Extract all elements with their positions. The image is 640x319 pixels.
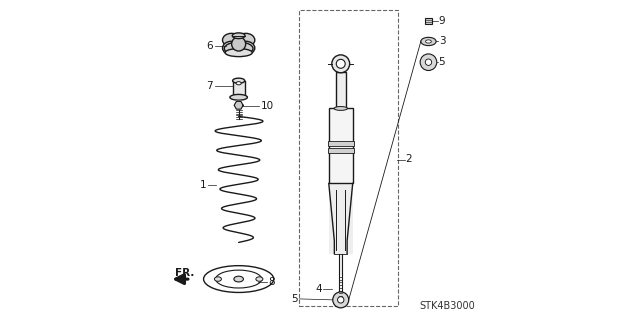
Circle shape [337, 297, 344, 303]
Circle shape [425, 59, 431, 65]
Circle shape [336, 59, 345, 68]
Text: 6: 6 [207, 41, 213, 51]
Circle shape [332, 55, 349, 73]
Text: 8: 8 [268, 277, 275, 287]
Ellipse shape [232, 78, 244, 83]
Ellipse shape [230, 94, 248, 100]
Text: 5: 5 [291, 294, 298, 304]
Ellipse shape [237, 41, 255, 55]
Text: STK4B3000: STK4B3000 [419, 301, 475, 311]
Ellipse shape [236, 82, 241, 85]
Ellipse shape [256, 277, 263, 281]
Bar [335, 72, 346, 108]
Bar [329, 183, 353, 254]
Polygon shape [234, 101, 243, 109]
Bar [339, 254, 342, 274]
Ellipse shape [223, 33, 241, 47]
Bar [328, 141, 354, 146]
Text: FR.: FR. [175, 268, 195, 278]
Ellipse shape [421, 37, 436, 46]
Ellipse shape [225, 48, 252, 57]
Bar [232, 81, 244, 97]
Circle shape [420, 54, 436, 70]
Bar [328, 148, 354, 153]
Ellipse shape [237, 33, 255, 47]
Ellipse shape [214, 277, 221, 281]
Text: 5: 5 [438, 57, 445, 67]
Text: 9: 9 [438, 16, 445, 26]
Bar [424, 18, 432, 24]
Text: 3: 3 [438, 36, 445, 47]
Bar [300, 10, 398, 306]
Circle shape [232, 37, 246, 51]
Ellipse shape [334, 107, 348, 110]
Ellipse shape [234, 276, 243, 282]
Text: 7: 7 [207, 81, 213, 91]
Bar [329, 108, 353, 183]
Ellipse shape [426, 40, 431, 43]
Ellipse shape [223, 41, 241, 55]
Text: 1: 1 [200, 180, 207, 190]
Text: 2: 2 [406, 154, 412, 165]
Ellipse shape [232, 33, 245, 39]
Text: 4: 4 [315, 284, 321, 294]
Text: 10: 10 [260, 101, 273, 111]
Circle shape [333, 292, 349, 308]
